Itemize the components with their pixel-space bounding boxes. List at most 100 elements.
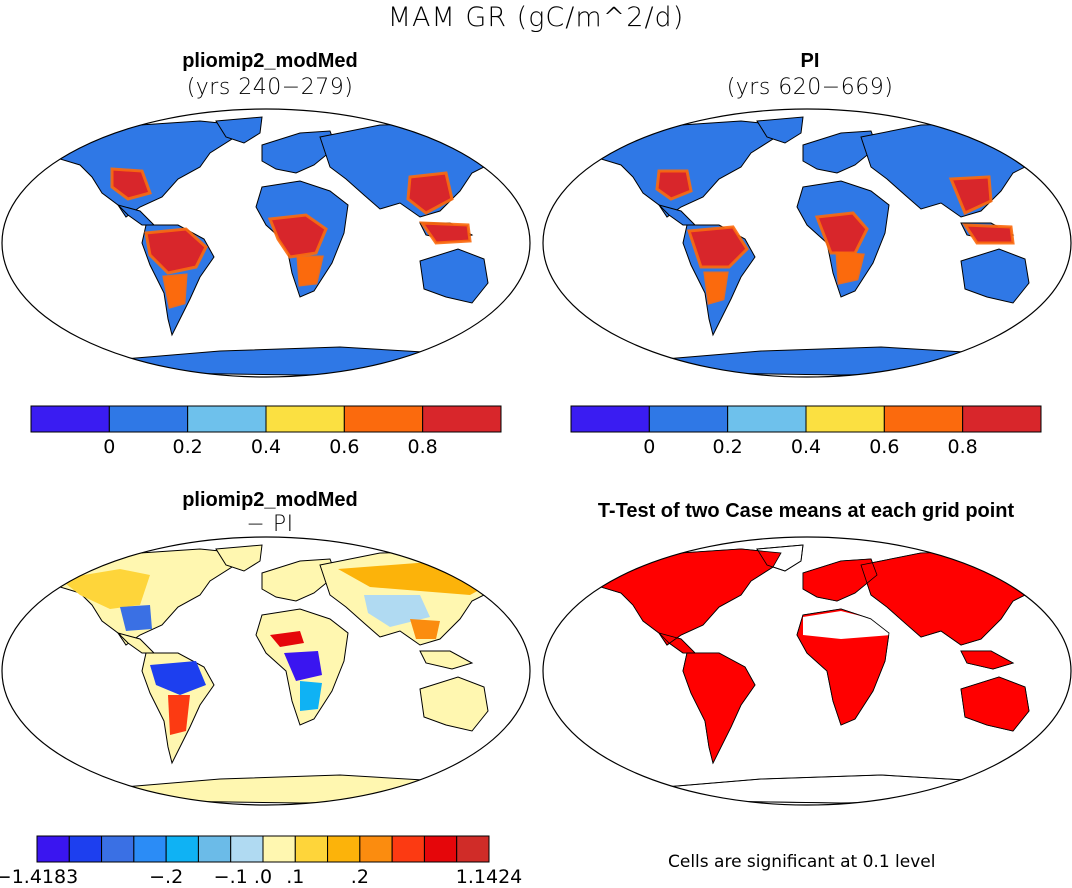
colorbar-box (265, 405, 345, 433)
land-australia (419, 676, 489, 732)
high-gr-edge (814, 211, 869, 255)
map-border (1, 108, 531, 378)
significant-region-africa (797, 609, 889, 725)
high-gr-edge (655, 169, 693, 201)
colorbar-tick-label: 0 (103, 436, 116, 458)
colorbar-box (36, 835, 70, 863)
colorbar-tick-label: 0.4 (250, 436, 282, 458)
land-europe (802, 130, 878, 174)
colorbar-tick-label: −1.4183 (0, 866, 79, 888)
colorbar-box (230, 835, 264, 863)
colorbar-box (30, 405, 110, 433)
coastline-europe (802, 558, 878, 602)
colorbar-tick-label: 0.6 (329, 436, 360, 458)
anomaly-region (300, 681, 322, 711)
land-antarctica (640, 346, 1013, 376)
map-border (542, 536, 1072, 806)
colorbar-tick-label: −.1 (213, 866, 248, 888)
land-antarctica (99, 774, 472, 804)
land-europe (261, 558, 337, 602)
significant-region-europe (803, 559, 877, 601)
land-greenland (215, 116, 263, 144)
colorbar-tick-label: 1.1424 (455, 866, 523, 888)
land-indonesia (419, 650, 474, 670)
high-gr-edge (419, 221, 472, 245)
colorbar-box (962, 405, 1042, 433)
significant-region-camerica (659, 633, 695, 653)
significant-region-namerica (593, 549, 781, 645)
high-gr-edge (144, 227, 208, 275)
high-gr-region (817, 213, 867, 253)
coastline-samerica (682, 652, 756, 765)
colorbar-tick-label: .2 (350, 866, 369, 888)
panel-title-ttest: T-Test of two Case means at each grid po… (597, 500, 1015, 522)
anomaly-region (60, 569, 150, 609)
colorbar-pliomip2 (30, 405, 502, 433)
high-gr-edge (948, 175, 993, 216)
colorbar-box (108, 405, 189, 433)
colorbar-tick-label: 0.2 (172, 436, 203, 458)
colorbar-box (101, 835, 135, 863)
high-gr-region (408, 173, 452, 213)
anomaly-region (270, 631, 304, 647)
anomaly-region (364, 595, 430, 627)
colorbar-box (456, 835, 490, 863)
colorbar-tick-label: 0.6 (869, 436, 900, 458)
colorbar-box (327, 835, 361, 863)
map-pliomip2 (1, 108, 531, 378)
significance-note: Cells are significant at 0.1 level (668, 852, 936, 872)
colorbar-box (343, 405, 424, 433)
high-gr-region (657, 171, 691, 199)
land-australia (419, 248, 489, 304)
high-gr-edge (835, 251, 865, 285)
high-gr-region (146, 229, 206, 273)
land-namerica (51, 548, 241, 646)
colorbar-box (422, 405, 502, 433)
colorbar-box (391, 835, 425, 863)
panel-title-pliomip2: pliomip2_modMed (182, 50, 358, 72)
colorbar-box (197, 835, 232, 863)
colorbar-tick-label: 0.8 (947, 436, 978, 458)
colorbar-tick-label: 0.8 (407, 436, 438, 458)
colorbar-box (423, 835, 458, 863)
high-gr-edge (406, 171, 454, 215)
high-gr-edge (686, 225, 749, 269)
map-border (1, 536, 531, 806)
panel-subtitle-pi: (yrs 620−669) (726, 75, 894, 100)
coastline-namerica (592, 548, 782, 646)
colorbar-box (883, 405, 964, 433)
colorbar-difference (36, 835, 490, 863)
significant-region-asia (861, 551, 1061, 645)
nonsignificant-region (803, 611, 891, 639)
colorbar-tick-label: .1 (286, 866, 305, 888)
colorbar-tick-label: .0 (253, 866, 273, 888)
colorbar-box (262, 835, 296, 863)
colorbar-box (68, 835, 103, 863)
coastline-indonesia (960, 650, 1015, 670)
colorbar-pi (570, 405, 1042, 433)
colorbar-tick-label: 0.4 (790, 436, 822, 458)
land-namerica (592, 120, 782, 218)
map-pi (542, 108, 1072, 378)
coastline-australia (960, 676, 1030, 732)
map-border (542, 108, 1072, 378)
land-europe (261, 130, 337, 174)
panel-title-diff: pliomip2_modMed (182, 489, 358, 511)
high-gr-edge (296, 255, 324, 287)
colorbar-box (133, 835, 167, 863)
significant-region-samerica (683, 653, 755, 763)
figure-title: MAM GR (gC/m^2/d) (387, 2, 685, 33)
high-gr-edge (962, 223, 1015, 245)
colorbar-tick-label: 0.2 (712, 436, 743, 458)
high-gr-region (965, 225, 1013, 243)
land-antarctica (99, 346, 472, 376)
anomaly-region (150, 661, 206, 695)
high-gr-region (705, 273, 727, 303)
land-namerica (51, 120, 241, 218)
panel-subtitle-diff: − PI (246, 512, 294, 537)
colorbar-box (805, 405, 885, 433)
map-ttest (542, 536, 1072, 806)
colorbar-box (727, 405, 807, 433)
colorbar-box (187, 405, 267, 433)
high-gr-region (112, 169, 150, 199)
